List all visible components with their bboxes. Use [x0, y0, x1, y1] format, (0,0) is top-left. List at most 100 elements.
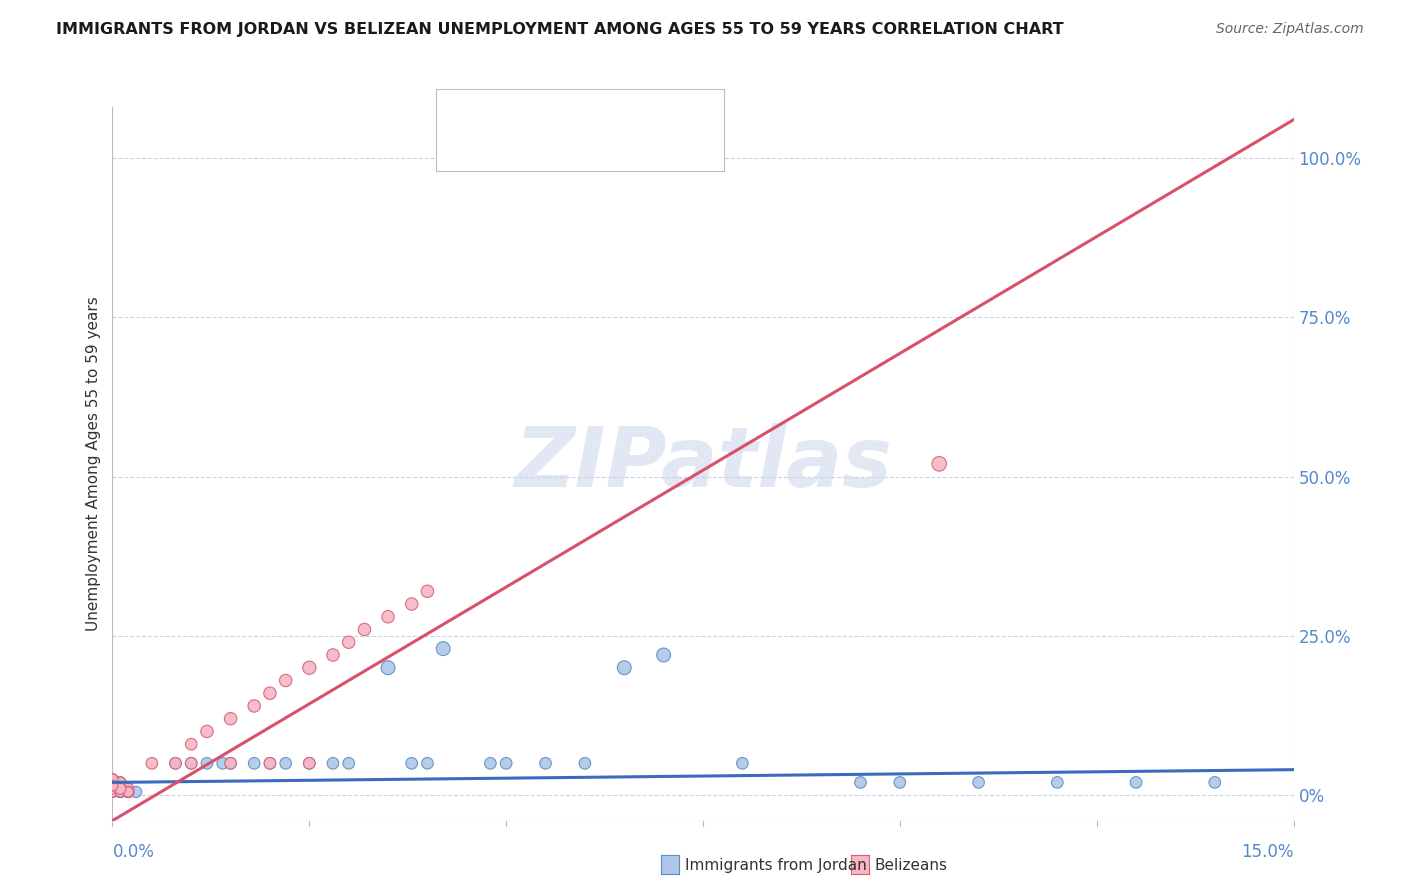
Point [259, 756, 281, 771]
Text: ZIPatlas: ZIPatlas [515, 424, 891, 504]
Text: Source: ZipAtlas.com: Source: ZipAtlas.com [1216, 22, 1364, 37]
Point [117, 781, 139, 796]
Point [110, 779, 132, 793]
Point [613, 661, 636, 675]
Point [101, 785, 124, 799]
Point [101, 772, 124, 787]
Y-axis label: Unemployment Among Ages 55 to 59 years: Unemployment Among Ages 55 to 59 years [86, 296, 101, 632]
Point [110, 775, 132, 789]
Point [110, 785, 132, 799]
Point [117, 781, 139, 796]
Point [101, 779, 124, 793]
Point [298, 661, 321, 675]
Point [110, 781, 132, 796]
Point [849, 775, 872, 789]
Point [101, 775, 124, 789]
Point [574, 756, 596, 771]
Point [259, 686, 281, 700]
Text: IMMIGRANTS FROM JORDAN VS BELIZEAN UNEMPLOYMENT AMONG AGES 55 TO 59 YEARS CORREL: IMMIGRANTS FROM JORDAN VS BELIZEAN UNEMP… [56, 22, 1064, 37]
Point [110, 779, 132, 793]
Text: Belizeans: Belizeans [875, 858, 948, 872]
Point [117, 781, 139, 796]
Point [534, 756, 557, 771]
Point [110, 781, 132, 796]
Point [101, 772, 124, 787]
Point [110, 779, 132, 793]
Text: 0.0%: 0.0% [112, 843, 155, 861]
Point [101, 785, 124, 799]
Point [195, 756, 218, 771]
Point [117, 785, 139, 799]
Point [101, 772, 124, 787]
Point [101, 785, 124, 799]
Point [377, 661, 399, 675]
Point [652, 648, 675, 662]
Point [353, 623, 375, 637]
Point [110, 785, 132, 799]
Point [731, 756, 754, 771]
Point [110, 775, 132, 789]
Point [101, 785, 124, 799]
Text: N = 58: N = 58 [598, 113, 659, 131]
Point [432, 641, 454, 656]
Point [274, 756, 297, 771]
Point [377, 609, 399, 624]
Point [1046, 775, 1069, 789]
Point [1204, 775, 1226, 789]
Point [322, 648, 344, 662]
Point [495, 756, 517, 771]
Point [337, 756, 360, 771]
Point [274, 673, 297, 688]
Point [967, 775, 990, 789]
Point [337, 635, 360, 649]
Point [101, 785, 124, 799]
Point [110, 779, 132, 793]
Point [110, 781, 132, 796]
Point [117, 785, 139, 799]
Point [219, 756, 242, 771]
Point [110, 775, 132, 789]
Point [165, 756, 187, 771]
Point [101, 779, 124, 793]
Point [928, 457, 950, 471]
Text: N = 45: N = 45 [598, 139, 659, 157]
Point [117, 785, 139, 799]
Point [101, 779, 124, 793]
Point [322, 756, 344, 771]
Point [219, 712, 242, 726]
Point [1125, 775, 1147, 789]
Point [110, 775, 132, 789]
Point [110, 779, 132, 793]
Point [101, 785, 124, 799]
Point [110, 775, 132, 789]
Point [117, 785, 139, 799]
Text: 15.0%: 15.0% [1241, 843, 1294, 861]
Point [110, 785, 132, 799]
Point [180, 756, 202, 771]
Point [180, 737, 202, 751]
Point [298, 756, 321, 771]
Point [101, 775, 124, 789]
Point [101, 781, 124, 796]
Point [117, 785, 139, 799]
Point [298, 756, 321, 771]
Text: Immigrants from Jordan: Immigrants from Jordan [685, 858, 866, 872]
Point [117, 785, 139, 799]
Point [401, 597, 423, 611]
Point [110, 785, 132, 799]
Point [416, 584, 439, 599]
Text: R = 0.864: R = 0.864 [481, 139, 564, 157]
Point [117, 781, 139, 796]
Point [110, 779, 132, 793]
Point [416, 756, 439, 771]
Point [125, 785, 148, 799]
Point [211, 756, 233, 771]
Point [101, 781, 124, 796]
Point [479, 756, 502, 771]
Point [117, 781, 139, 796]
Point [117, 785, 139, 799]
Point [243, 756, 266, 771]
Point [141, 756, 163, 771]
Point [101, 775, 124, 789]
Point [110, 781, 132, 796]
